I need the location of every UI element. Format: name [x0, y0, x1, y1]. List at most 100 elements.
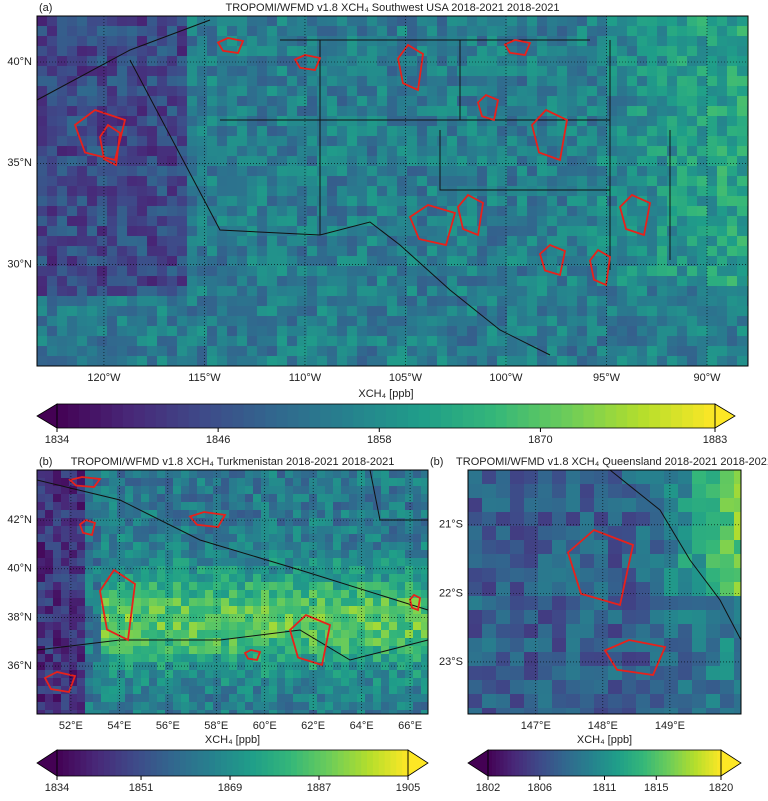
map-cell [587, 86, 597, 96]
colorbar-segment [309, 404, 321, 428]
map-cell [667, 336, 677, 346]
map-cell [317, 86, 327, 96]
map-cell [247, 126, 257, 136]
map-cell [467, 256, 477, 266]
map-cell [237, 694, 245, 702]
map-cell [277, 510, 285, 518]
map-cell [149, 622, 157, 630]
map-cell [389, 534, 397, 542]
map-cell [617, 76, 627, 86]
map-cell [381, 574, 389, 582]
map-cell [177, 226, 187, 236]
map-cell [267, 356, 277, 366]
map-cell [647, 96, 657, 106]
map-cell [427, 66, 437, 76]
colorbar-segment [221, 404, 233, 428]
map-cell [527, 66, 537, 76]
map-cell [37, 686, 45, 694]
map-cell [373, 526, 381, 534]
map-cell [227, 336, 237, 346]
map-cell [117, 96, 127, 106]
map-cell [117, 606, 125, 614]
map-cell [69, 494, 77, 502]
map-cell [85, 558, 93, 566]
map-cell [617, 96, 627, 106]
map-cell [197, 534, 205, 542]
map-cell [189, 494, 197, 502]
map-cell [141, 638, 149, 646]
map-cell [327, 286, 337, 296]
map-cell [177, 216, 187, 226]
map-cell [245, 630, 253, 638]
map-cell [205, 622, 213, 630]
map-cell [367, 106, 377, 116]
map-cell [333, 630, 341, 638]
map-cell [552, 484, 566, 498]
map-cell [77, 670, 85, 678]
map-cell [337, 316, 347, 326]
map-cell [647, 216, 657, 226]
map-cell [507, 176, 517, 186]
source-outline [397, 43, 424, 92]
map-cell [77, 186, 87, 196]
map-cell [125, 526, 133, 534]
map-cell [187, 126, 197, 136]
map-cell [717, 236, 727, 246]
map-cell [697, 266, 707, 276]
map-cell [538, 666, 552, 680]
map-cell [221, 670, 229, 678]
map-cell [547, 46, 557, 56]
map-cell [133, 550, 141, 558]
map-cell [197, 46, 207, 56]
map-cell [341, 582, 349, 590]
map-cell [317, 36, 327, 46]
map-cell [333, 558, 341, 566]
map-cell [437, 196, 447, 206]
map-cell [357, 356, 367, 366]
map-cell [317, 326, 327, 336]
map-cell [468, 708, 482, 714]
map-cell [127, 126, 137, 136]
map-cell [57, 116, 67, 126]
map-cell [85, 494, 93, 502]
map-cell [267, 226, 277, 236]
map-cell [537, 356, 547, 366]
map-cell [337, 306, 347, 316]
map-cell [45, 646, 53, 654]
map-cell [365, 598, 373, 606]
map-cell [347, 356, 357, 366]
map-cell [269, 566, 277, 574]
map-cell [707, 336, 717, 346]
colorbar-segment [588, 750, 594, 776]
map-cell [173, 510, 181, 518]
map-cell [285, 486, 293, 494]
map-cell [213, 670, 221, 678]
map-cell [287, 66, 297, 76]
map-cell [707, 316, 717, 326]
map-cell [557, 306, 567, 316]
map-cell [397, 582, 405, 590]
map-cell [627, 196, 637, 206]
map-cell [133, 702, 141, 710]
map-cell [407, 136, 417, 146]
map-cell [77, 156, 87, 166]
map-cell [407, 96, 417, 106]
colorbar-segment [402, 750, 409, 776]
map-cell [253, 534, 261, 542]
map-cell [557, 116, 567, 126]
map-cell [69, 630, 77, 638]
map-cell [637, 216, 647, 226]
map-cell [107, 336, 117, 346]
map-cell [427, 106, 437, 116]
map-cell [650, 610, 664, 624]
map-cell [317, 566, 325, 574]
map-cell [247, 246, 257, 256]
map-cell [357, 166, 367, 176]
map-cell [510, 470, 524, 484]
map-cell [325, 606, 333, 614]
map-cell [87, 276, 97, 286]
map-cell [607, 306, 617, 316]
map-cell [177, 306, 187, 316]
map-cell [133, 590, 141, 598]
map-cell [467, 36, 477, 46]
